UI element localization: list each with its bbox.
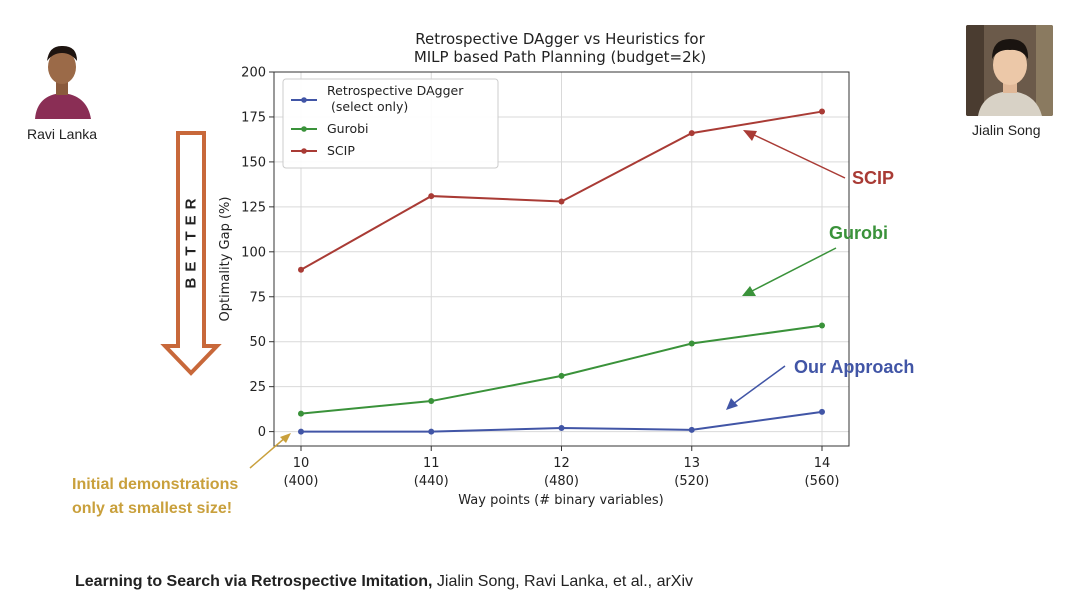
x-tick-label: 14: [814, 456, 831, 471]
data-point: [819, 408, 825, 415]
note-arrow-icon: [249, 433, 291, 469]
y-axis-label: Optimality Gap (%): [218, 197, 233, 322]
citation-authors: Jialin Song, Ravi Lanka, et al., arXiv: [436, 573, 694, 590]
x-axis-label: Way points (# binary variables): [458, 493, 664, 508]
y-tick-label: 175: [241, 110, 266, 125]
data-point: [819, 322, 825, 329]
y-tick-label: 0: [258, 425, 266, 440]
ravi-lanka-photo: [27, 31, 98, 119]
data-point: [428, 193, 435, 200]
ravi-lanka-name: Ravi Lanka: [27, 126, 98, 142]
gurobi-callout: Gurobi: [829, 223, 888, 243]
legend-entry-dagger-sub: (select only): [331, 99, 408, 114]
x-tick-label: 10: [293, 456, 310, 471]
x-tick-label: 12: [553, 456, 570, 471]
x-tick-sublabel: (440): [414, 474, 449, 489]
data-point: [298, 410, 304, 417]
initial-demonstrations-note: Initial demonstrations only at smallest …: [72, 473, 238, 521]
data-point: [558, 198, 565, 205]
data-point: [688, 130, 695, 137]
chart-title-line2: MILP based Path Planning (budget=2k): [414, 48, 706, 66]
scip-arrow-icon: [743, 130, 846, 179]
note-line-1: Initial demonstrations: [72, 476, 239, 493]
y-tick-label: 125: [241, 200, 266, 215]
chart-title-line1: Retrospective DAgger vs Heuristics for: [415, 30, 705, 48]
y-tick-label: 50: [249, 335, 266, 350]
data-point: [688, 340, 695, 347]
data-point: [558, 372, 565, 379]
legend-entry-dagger: Retrospective DAgger: [327, 83, 464, 98]
x-tick-sublabel: (400): [284, 474, 319, 489]
data-point: [428, 398, 435, 405]
gurobi-arrow-icon: [742, 247, 837, 296]
data-point: [688, 426, 695, 433]
y-tick-label: 75: [249, 290, 266, 305]
citation: Learning to Search via Retrospective Imi…: [75, 573, 693, 591]
data-point: [558, 425, 565, 432]
x-tick-label: 13: [683, 456, 700, 471]
our-approach-callout: Our Approach: [794, 357, 915, 377]
data-point: [428, 428, 435, 435]
x-tick-label: 11: [423, 456, 440, 471]
jialin-song-name: Jialin Song: [972, 122, 1041, 138]
y-tick-label: 200: [241, 66, 266, 81]
note-line-2: only at smallest size!: [72, 500, 233, 517]
data-point: [298, 428, 304, 435]
y-tick-label: 25: [249, 380, 266, 395]
legend: Retrospective DAgger (select only) Gurob…: [282, 78, 499, 169]
jialin-song-photo: [966, 25, 1053, 116]
x-tick-sublabel: (480): [544, 474, 579, 489]
y-tick-label: 150: [241, 155, 266, 170]
legend-entry-gurobi: Gurobi: [327, 121, 369, 136]
data-point: [298, 266, 304, 273]
legend-entry-scip: SCIP: [327, 143, 355, 158]
citation-title: Learning to Search via Retrospective Imi…: [75, 573, 433, 590]
x-tick-sublabel: (520): [674, 474, 709, 489]
x-tick-sublabel: (560): [805, 474, 840, 489]
our-approach-arrow-icon: [726, 365, 786, 410]
better-arrow-icon: [160, 131, 222, 376]
y-tick-label: 100: [241, 245, 266, 260]
data-point: [819, 108, 825, 115]
scip-callout: SCIP: [852, 168, 895, 188]
